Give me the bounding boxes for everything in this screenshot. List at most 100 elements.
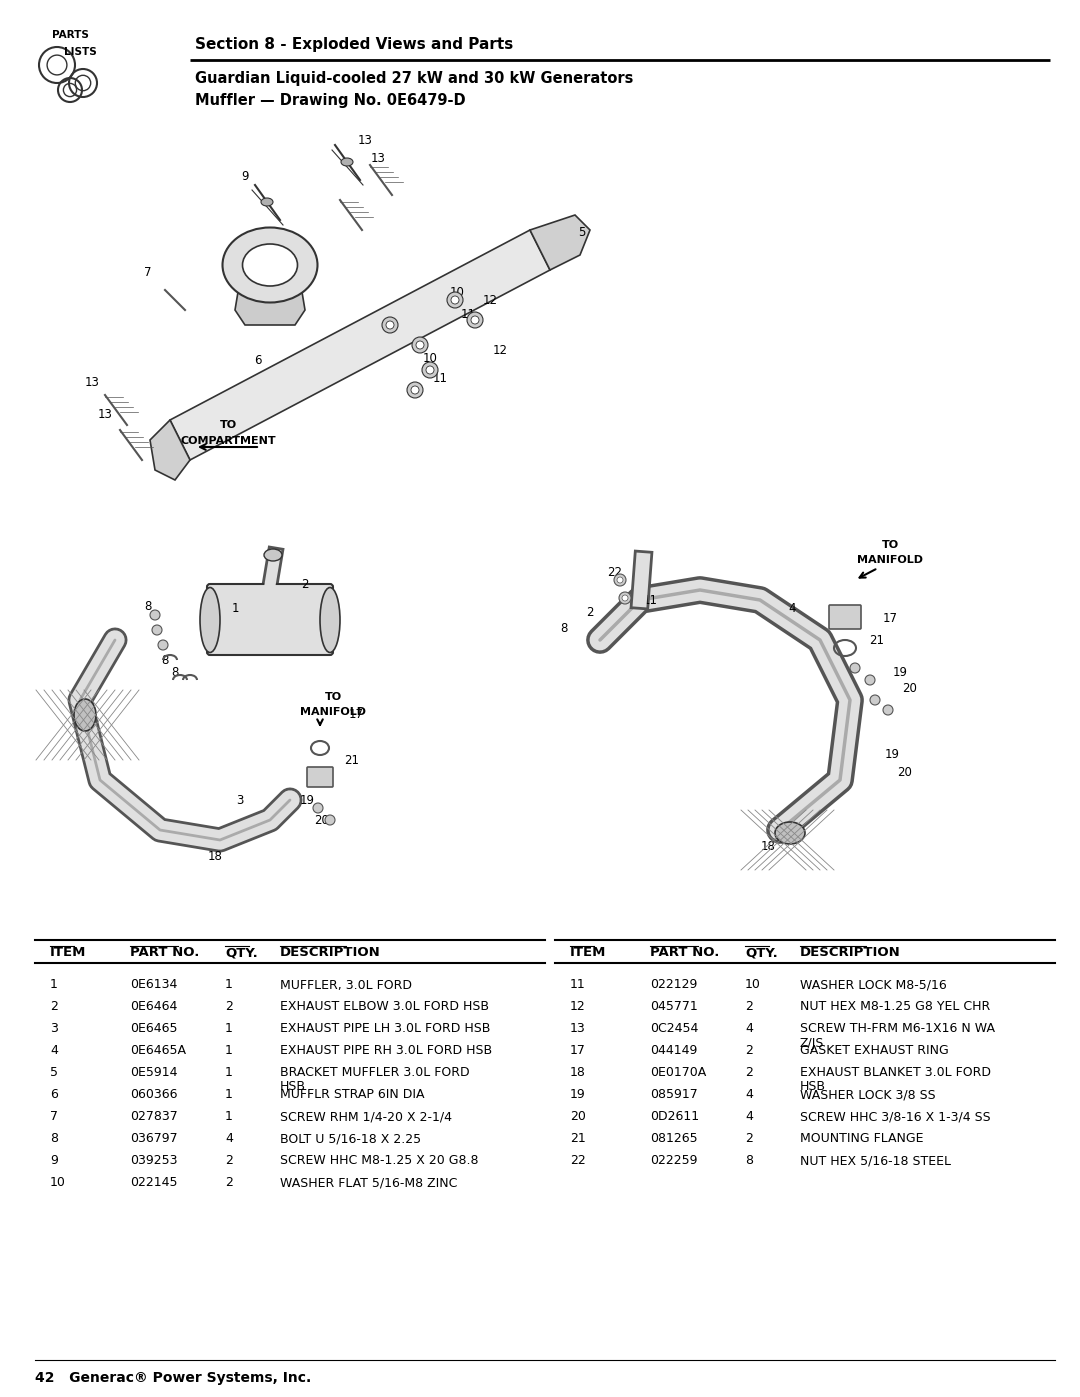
- Text: NUT HEX 5/16-18 STEEL: NUT HEX 5/16-18 STEEL: [800, 1154, 951, 1168]
- Text: LISTS: LISTS: [64, 47, 96, 57]
- Text: TO: TO: [219, 420, 237, 430]
- Polygon shape: [235, 279, 305, 326]
- Circle shape: [152, 624, 162, 636]
- Text: WASHER FLAT 5/16-M8 ZINC: WASHER FLAT 5/16-M8 ZINC: [280, 1176, 457, 1189]
- Ellipse shape: [261, 198, 273, 205]
- Text: 4: 4: [788, 602, 796, 615]
- Text: 13: 13: [570, 1023, 585, 1035]
- Circle shape: [883, 705, 893, 715]
- Text: 0E6465A: 0E6465A: [130, 1045, 186, 1058]
- Text: 2: 2: [225, 1176, 233, 1189]
- Text: QTY.: QTY.: [225, 947, 258, 960]
- Circle shape: [615, 574, 626, 585]
- Ellipse shape: [222, 228, 318, 303]
- Text: 6: 6: [254, 353, 261, 366]
- Circle shape: [150, 610, 160, 620]
- Text: 027837: 027837: [130, 1111, 178, 1123]
- Text: 036797: 036797: [130, 1133, 177, 1146]
- Text: 7: 7: [50, 1111, 58, 1123]
- Text: Section 8 - Exploded Views and Parts: Section 8 - Exploded Views and Parts: [195, 38, 513, 53]
- Text: WASHER LOCK 3/8 SS: WASHER LOCK 3/8 SS: [800, 1088, 935, 1101]
- Circle shape: [382, 317, 399, 332]
- Text: 18: 18: [760, 841, 775, 854]
- Ellipse shape: [200, 588, 220, 652]
- Circle shape: [313, 803, 323, 813]
- Text: 060366: 060366: [130, 1088, 177, 1101]
- Text: 039253: 039253: [130, 1154, 177, 1168]
- Circle shape: [416, 341, 424, 349]
- Text: 17: 17: [349, 708, 364, 721]
- Text: 12: 12: [492, 344, 508, 356]
- Text: 1: 1: [231, 602, 239, 615]
- Text: EXHAUST ELBOW 3.0L FORD HSB: EXHAUST ELBOW 3.0L FORD HSB: [280, 1000, 489, 1013]
- Text: 19: 19: [885, 749, 900, 761]
- Text: 12: 12: [483, 293, 498, 306]
- Text: HSB: HSB: [280, 1080, 306, 1094]
- Text: 2: 2: [745, 1045, 753, 1058]
- Text: 0E6134: 0E6134: [130, 978, 177, 992]
- Text: ITEM: ITEM: [50, 947, 86, 960]
- Text: 081265: 081265: [650, 1133, 698, 1146]
- Text: TO: TO: [881, 541, 899, 550]
- Circle shape: [422, 362, 438, 379]
- Text: 19: 19: [892, 665, 907, 679]
- Text: 18: 18: [207, 851, 222, 863]
- Text: 11: 11: [432, 372, 447, 384]
- Text: 10: 10: [449, 286, 464, 299]
- Text: 21: 21: [345, 753, 360, 767]
- Text: 2: 2: [745, 1000, 753, 1013]
- Text: 9: 9: [50, 1154, 58, 1168]
- Text: 20: 20: [314, 813, 329, 827]
- Text: 17: 17: [570, 1045, 585, 1058]
- Text: 022145: 022145: [130, 1176, 177, 1189]
- Text: 18: 18: [570, 1066, 585, 1080]
- Text: 022259: 022259: [650, 1154, 698, 1168]
- Text: 2: 2: [745, 1066, 753, 1080]
- Text: EXHAUST BLANKET 3.0L FORD: EXHAUST BLANKET 3.0L FORD: [800, 1066, 991, 1080]
- Text: 4: 4: [50, 1045, 58, 1058]
- Circle shape: [407, 381, 423, 398]
- Text: BRACKET MUFFLER 3.0L FORD: BRACKET MUFFLER 3.0L FORD: [280, 1066, 470, 1080]
- Ellipse shape: [264, 549, 282, 562]
- Text: 13: 13: [97, 408, 112, 422]
- Text: 13: 13: [370, 151, 386, 165]
- Text: 0D2611: 0D2611: [650, 1111, 699, 1123]
- FancyBboxPatch shape: [829, 605, 861, 629]
- Circle shape: [467, 312, 483, 328]
- Text: 085917: 085917: [650, 1088, 698, 1101]
- Text: 1: 1: [225, 1111, 233, 1123]
- Text: 19: 19: [299, 793, 314, 806]
- Text: 2: 2: [301, 578, 309, 591]
- Text: SCREW HHC M8-1.25 X 20 G8.8: SCREW HHC M8-1.25 X 20 G8.8: [280, 1154, 478, 1168]
- Text: MUFFLR STRAP 6IN DIA: MUFFLR STRAP 6IN DIA: [280, 1088, 424, 1101]
- Text: EXHAUST PIPE RH 3.0L FORD HSB: EXHAUST PIPE RH 3.0L FORD HSB: [280, 1045, 492, 1058]
- Text: 8: 8: [172, 666, 178, 679]
- Text: Guardian Liquid-cooled 27 kW and 30 kW Generators: Guardian Liquid-cooled 27 kW and 30 kW G…: [195, 70, 633, 85]
- Text: 8: 8: [561, 622, 568, 634]
- Circle shape: [158, 640, 168, 650]
- Text: 5: 5: [50, 1066, 58, 1080]
- Circle shape: [622, 595, 627, 601]
- Circle shape: [411, 386, 419, 394]
- Text: 0E0170A: 0E0170A: [650, 1066, 706, 1080]
- Text: 3: 3: [50, 1023, 58, 1035]
- Text: 5: 5: [578, 225, 585, 239]
- Text: 8: 8: [745, 1154, 753, 1168]
- Text: WASHER LOCK M8-5/16: WASHER LOCK M8-5/16: [800, 978, 947, 992]
- Text: 20: 20: [897, 766, 913, 778]
- Text: 1: 1: [225, 1023, 233, 1035]
- Text: 2: 2: [225, 1000, 233, 1013]
- Text: 21: 21: [570, 1133, 585, 1146]
- Text: MANIFOLD: MANIFOLD: [858, 555, 923, 564]
- Text: MUFFLER, 3.0L FORD: MUFFLER, 3.0L FORD: [280, 978, 411, 992]
- Polygon shape: [150, 420, 190, 481]
- Text: SCREW RHM 1/4-20 X 2-1/4: SCREW RHM 1/4-20 X 2-1/4: [280, 1111, 453, 1123]
- Text: 22: 22: [607, 566, 622, 578]
- Text: DESCRIPTION: DESCRIPTION: [280, 947, 381, 960]
- Circle shape: [865, 675, 875, 685]
- Polygon shape: [530, 215, 590, 270]
- Text: 11: 11: [460, 307, 475, 320]
- Text: 20: 20: [570, 1111, 585, 1123]
- Text: 0E6464: 0E6464: [130, 1000, 177, 1013]
- Text: 10: 10: [50, 1176, 66, 1189]
